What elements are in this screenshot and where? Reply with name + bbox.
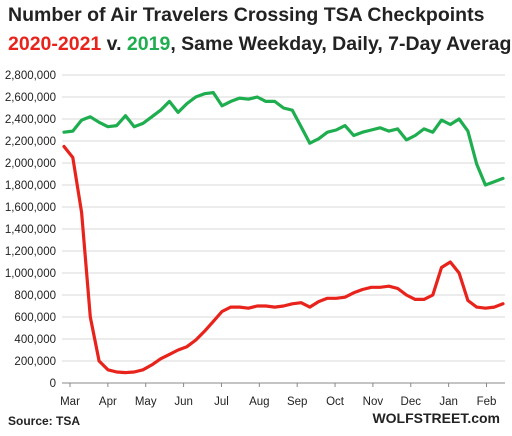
y-tick-label: 2,200,000 <box>5 136 56 148</box>
x-tick-label: Sep <box>287 396 307 408</box>
y-tick-label: 2,400,000 <box>5 114 56 126</box>
series-layer <box>62 90 505 375</box>
x-tick-label: Mar <box>60 396 80 408</box>
y-axis-ticks: 0 200,000 400,000 600,000 800,000 1,000,000 1,… <box>5 70 56 390</box>
x-tick-label: Feb <box>477 396 497 408</box>
x-tick-label: Oct <box>326 396 345 408</box>
y-tick-label: 2,600,000 <box>5 92 56 104</box>
subtitle-description: , Same Weekday, Daily, 7-Day Average <box>170 33 512 55</box>
x-tick-label: Jun <box>174 396 193 408</box>
y-tick-label: 1,600,000 <box>5 202 56 214</box>
y-tick-label: 1,000,000 <box>5 268 56 280</box>
x-tick-label: Nov <box>363 396 384 408</box>
x-tick-label: Dec <box>401 396 422 408</box>
subtitle-current-years: 2020-2021 <box>8 33 102 55</box>
y-tick-label: 200,000 <box>14 356 56 368</box>
y-tick-label: 800,000 <box>14 290 56 302</box>
y-tick-label: 1,800,000 <box>5 180 56 192</box>
y-tick-label: 2,800,000 <box>5 70 56 82</box>
y-tick-label: 0 <box>50 378 56 390</box>
chart-title: Number of Air Travelers Crossing TSA Che… <box>8 4 485 26</box>
x-tick-label: Apr <box>99 396 117 408</box>
y-tick-label: 400,000 <box>14 334 56 346</box>
grid-lines <box>62 74 505 384</box>
x-axis-ticks: Mar Apr May Jun Jul Aug Sep Oct Nov Dec Jan Feb <box>60 383 496 408</box>
series-line-2019 <box>62 90 505 187</box>
y-tick-label: 1,200,000 <box>5 246 56 258</box>
x-tick-label: Jan <box>439 396 458 408</box>
x-tick-label: May <box>135 396 157 408</box>
subtitle-prior-year: 2019 <box>126 33 171 55</box>
x-tick-label: Aug <box>249 396 269 408</box>
x-tick-label: Jul <box>214 396 229 408</box>
subtitle-versus: v. <box>101 33 127 55</box>
y-tick-label: 2,000,000 <box>5 158 56 170</box>
brand-label: WOLFSTREET.com <box>372 410 500 426</box>
source-note: Source: TSA <box>8 414 81 428</box>
y-tick-label: 1,400,000 <box>5 224 56 236</box>
chart-subtitle: 2020-2021 v. 2019, Same Weekday, Daily, … <box>8 33 512 56</box>
series-line-2020-2021 <box>62 144 505 375</box>
y-tick-label: 600,000 <box>14 312 56 324</box>
